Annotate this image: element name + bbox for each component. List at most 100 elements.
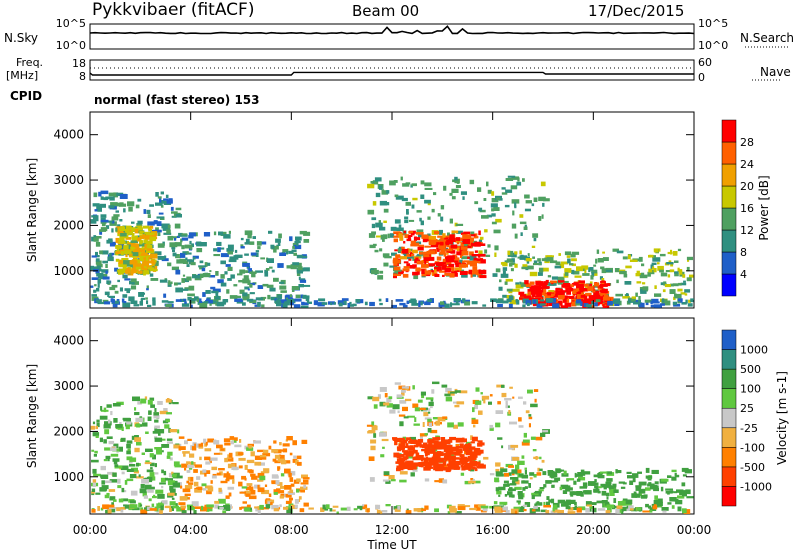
velocity-cell-2-164 (412, 385, 415, 390)
velocity-cell-4-128 (601, 490, 607, 496)
power-colorbar-tick-4: 4 (740, 268, 747, 281)
velocity-cell-5-255 (322, 504, 326, 510)
power-cell-0-84 (131, 281, 139, 285)
power-cell-4-128 (462, 234, 468, 238)
power-cell-0-88 (175, 287, 183, 293)
velocity-cell-5-137 (576, 507, 582, 513)
velocity-cell-2-59 (469, 468, 475, 472)
power-cell-2-17 (226, 289, 230, 294)
velocity-cell-3-203 (423, 458, 429, 463)
power-cell-7-241 (427, 298, 432, 302)
velocity-cell-0-75 (149, 397, 155, 401)
velocity-cell-5-39 (336, 511, 339, 514)
power-cell-5-168 (505, 278, 513, 282)
velocity-cell-0-108 (95, 425, 98, 430)
velocity-cell-1-17 (207, 507, 213, 512)
velocity-cell-3-243 (459, 458, 465, 463)
velocity-cell-1-210 (216, 472, 221, 476)
velocity-cell-3-257 (436, 453, 440, 456)
velocity-cell-4-71 (654, 495, 658, 500)
velocity-cell-4-166 (557, 499, 565, 504)
power-cell-5-127 (602, 257, 609, 261)
power-cell-4-132 (469, 262, 477, 267)
power-cell-6-87 (560, 305, 568, 308)
velocity-cell-4-255 (598, 486, 602, 489)
velocity-cell-2-63 (453, 401, 459, 404)
power-cell-5-21 (594, 272, 598, 276)
power-cell-4-119 (478, 230, 481, 236)
power-cell-3-4 (457, 259, 463, 264)
velocity-cell-4-124 (596, 500, 604, 504)
velocity-cell-3-182 (452, 457, 460, 460)
power-cell-3-132 (523, 226, 528, 230)
velocity-cell-4-216 (509, 487, 513, 491)
velocity-cell-0-228 (123, 504, 127, 507)
power-cell-6-65 (563, 299, 567, 303)
velocity-cell-4-29 (656, 498, 663, 503)
power-cell-4-211 (445, 241, 450, 246)
velocity-cell-3-232 (432, 448, 436, 453)
velocity-cell-5-126 (405, 510, 412, 514)
power-cell-2-224 (181, 245, 185, 250)
power-cell-5-180 (677, 288, 683, 292)
power-cell-4-173 (442, 233, 446, 238)
power-cell-3-163 (386, 202, 390, 206)
power-cell-0-148 (94, 209, 99, 212)
power-cell-5-167 (564, 272, 569, 276)
power-cell-6-129 (602, 304, 605, 308)
velocity-cell-4-114 (660, 486, 664, 492)
power-cell-2-42 (197, 300, 200, 305)
power-cell-3-41 (384, 256, 392, 259)
power-cell-5-233 (666, 262, 674, 265)
power-cell-4-103 (456, 237, 461, 241)
power-cell-4-25 (451, 270, 458, 274)
power-cell-3-106 (490, 203, 498, 208)
power-cell-2-182 (189, 245, 193, 250)
velocity-cell-1-209 (251, 475, 258, 480)
velocity-cell-1-194 (288, 472, 292, 478)
velocity-cell-4-170 (569, 487, 573, 491)
power-cell-4-49 (406, 263, 411, 269)
power-cell-2-238 (298, 284, 304, 288)
power-cell-0-126 (155, 229, 162, 233)
velocity-cell-0-3 (133, 470, 139, 474)
power-cell-2-218 (299, 279, 307, 283)
power-cell-3-107 (532, 233, 539, 238)
velocity-cell-3-130 (479, 463, 484, 468)
velocity-cell-1-169 (274, 475, 279, 479)
power-cell-2-19 (184, 287, 190, 290)
power-cell-4-151 (415, 257, 419, 261)
power-cell-2-34 (290, 264, 297, 270)
velocity-cell-4-10 (676, 489, 684, 493)
velocity-cell-1-171 (241, 486, 248, 489)
power-cell-7-32 (364, 301, 368, 306)
power-cell-3-191 (367, 209, 375, 215)
power-cell-3-144 (389, 180, 396, 186)
velocity-cell-2-136 (445, 396, 453, 402)
velocity-cell-2-24 (480, 392, 483, 395)
power-cell-2-92 (296, 271, 301, 276)
velocity-ylabel-3000: 3000 (53, 379, 84, 393)
velocity-cell-3-202 (444, 457, 447, 462)
power-cell-7-216 (165, 303, 172, 307)
power-cell-3-39 (383, 262, 389, 267)
power-cell-6-205 (599, 284, 603, 289)
velocity-cell-0-37 (174, 464, 182, 468)
power-cell-2-69 (233, 255, 239, 260)
power-cell-6-228 (589, 283, 593, 288)
power-cell-3-122 (454, 176, 458, 181)
velocity-cell-2-60 (396, 394, 403, 398)
velocity-cell-1-193 (207, 438, 214, 443)
power-cell-5-216 (544, 257, 548, 262)
velocity-cell-1-22 (273, 489, 280, 494)
power-cell-4-141 (446, 249, 453, 252)
velocity-cell-0-46 (156, 508, 162, 513)
velocity-cell-1-125 (268, 445, 272, 450)
velocity-cell-0-241 (154, 463, 157, 468)
power-cell-2-184 (257, 246, 261, 250)
power-cell-2-254 (242, 262, 250, 267)
power-cell-5-159 (514, 263, 518, 268)
power-cell-5-143 (533, 263, 541, 266)
power-cell-7-224 (650, 304, 656, 308)
power-cell-3-203 (491, 191, 495, 196)
